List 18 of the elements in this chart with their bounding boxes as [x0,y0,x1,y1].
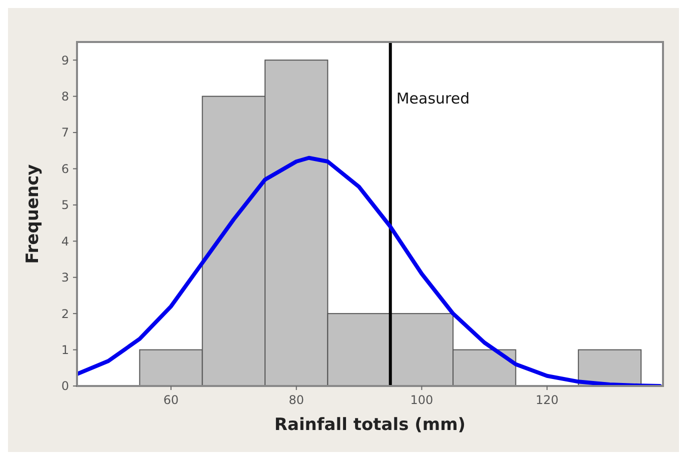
x-axis-title: Rainfall totals (mm) [274,415,466,435]
y-tick-label: 9 [61,53,69,68]
y-tick-label: 4 [61,234,69,248]
y-tick-label: 5 [61,198,69,212]
line-series [77,156,662,386]
y-tick-label: 6 [61,162,69,176]
x-tick-label: 120 [536,393,559,407]
y-tick-label: 0 [61,379,69,394]
y-tick-label: 2 [61,306,69,321]
y-tick-label: 3 [61,270,69,285]
y-tick-label: 1 [61,342,69,357]
x-tick-label: 100 [410,393,434,407]
y-tick-label: 8 [61,90,69,104]
ref-line-label: Measured [396,90,470,108]
y-tick-label: 7 [61,126,69,140]
x-tick-label: 80 [288,393,304,407]
y-axis-title: Frequency [23,164,43,264]
x-tick-label: 60 [163,393,179,407]
